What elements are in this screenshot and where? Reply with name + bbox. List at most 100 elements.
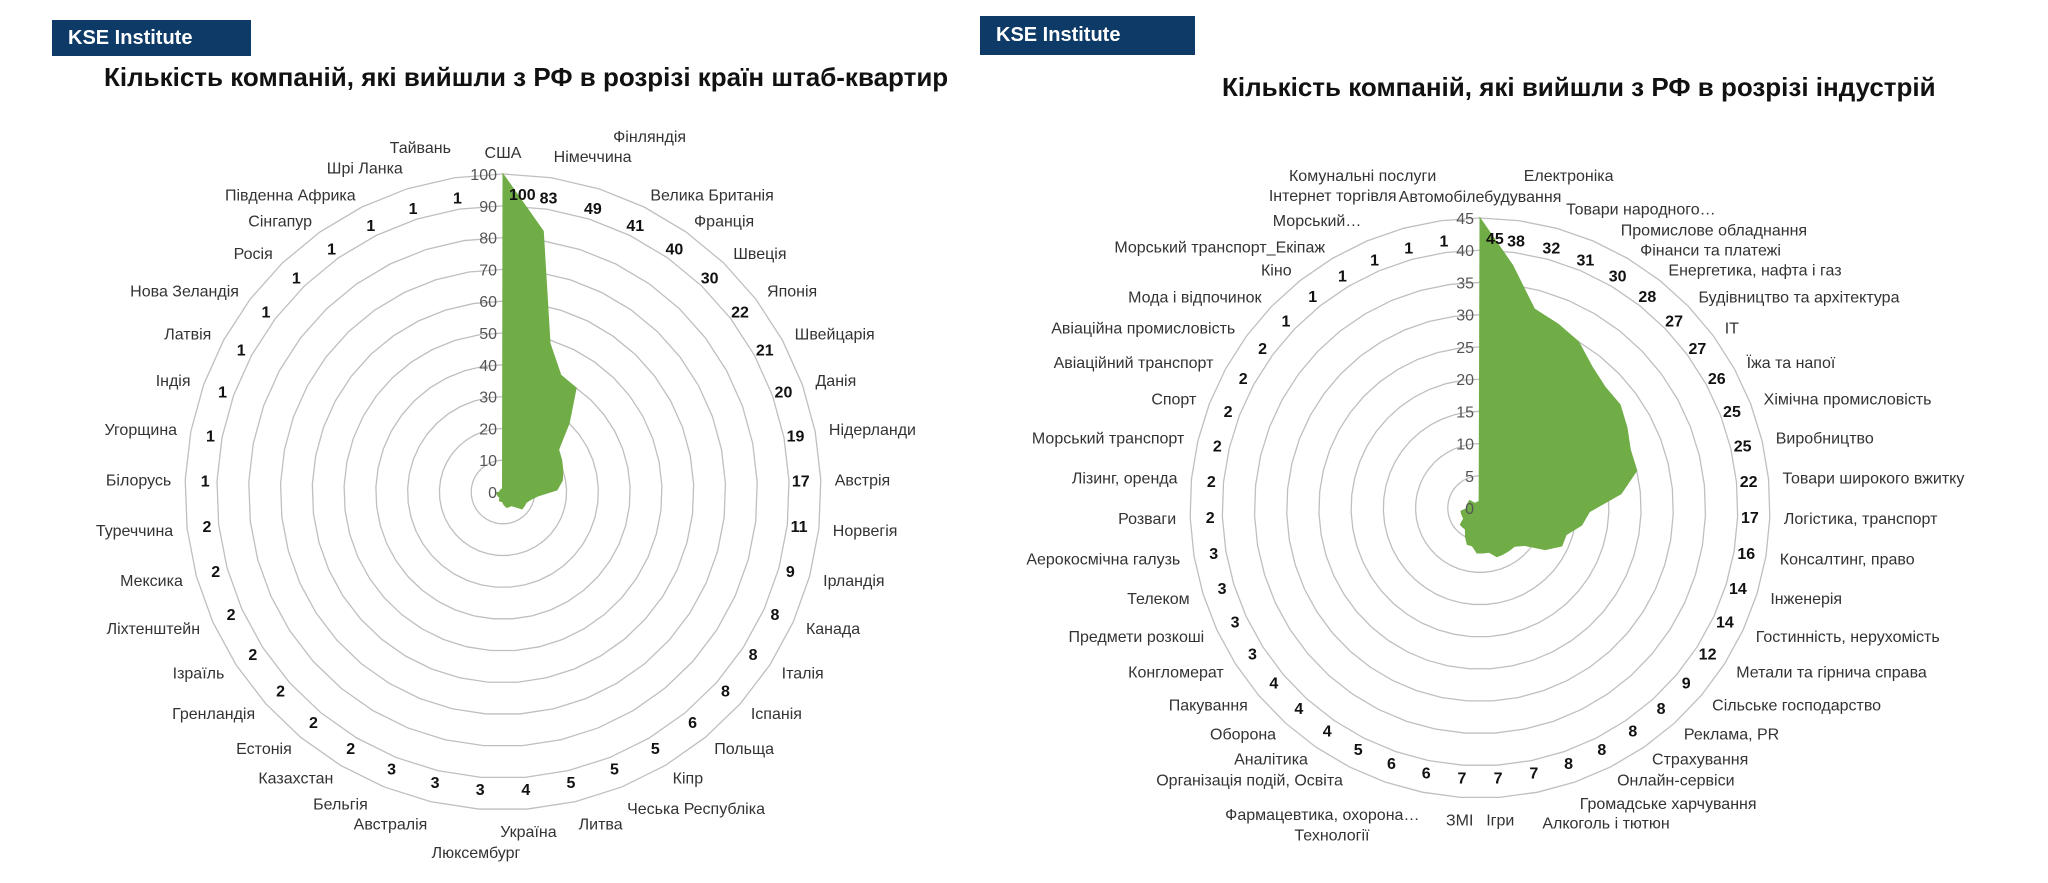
grid-ring: [311, 300, 695, 683]
axis-tick-label: 20: [1456, 372, 1474, 389]
data-label: 22: [731, 304, 749, 321]
grid-ring: [375, 364, 631, 620]
country-label: Італія: [782, 665, 824, 682]
data-label: 28: [1638, 289, 1656, 306]
data-label: 1: [262, 304, 271, 321]
data-area: [1459, 216, 1638, 558]
country-label: Шрі Ланка: [327, 160, 403, 177]
data-label: 14: [1729, 581, 1747, 598]
industry-label: Телеком: [1127, 591, 1190, 608]
data-label: 4: [1294, 701, 1303, 718]
axis-tick-label: 50: [479, 326, 497, 343]
industry-label: Технології: [1294, 827, 1370, 844]
industry-label: Виробництво: [1776, 431, 1874, 448]
country-label: Ліхтенштейн: [107, 621, 200, 638]
data-label: 20: [775, 384, 793, 401]
data-label: 5: [651, 741, 660, 758]
data-label: 3: [387, 761, 396, 778]
country-label: Франція: [694, 213, 754, 230]
country-label: Японія: [767, 284, 817, 301]
data-label: 26: [1708, 371, 1726, 388]
data-label: 8: [1564, 756, 1573, 773]
data-label: 7: [1494, 770, 1503, 787]
industry-label: Ігри: [1486, 812, 1514, 829]
left-chart-title: Кількість компаній, які вийшли з РФ в ро…: [104, 62, 949, 92]
data-label: 100: [509, 187, 536, 204]
industry-label: Їжа та напої: [1747, 354, 1836, 372]
industry-label: Страхування: [1652, 752, 1748, 769]
country-label: Швейцарія: [795, 326, 875, 343]
data-label: 12: [1699, 646, 1717, 663]
grid-ring: [184, 173, 822, 810]
grid-ring: [1286, 314, 1674, 702]
industry-label: Розваги: [1118, 511, 1176, 528]
industry-label: IT: [1725, 321, 1739, 338]
data-label: 30: [701, 270, 719, 287]
country-label: Литва: [579, 816, 623, 833]
country-label: Мексика: [120, 573, 183, 590]
industry-label: Сільське господарство: [1712, 697, 1881, 714]
industry-label: ЗМІ: [1446, 812, 1473, 829]
data-label: 5: [566, 775, 575, 792]
industry-label: Гостинність, нерухомість: [1756, 629, 1940, 646]
data-label: 2: [309, 715, 318, 732]
industry-label: Пакування: [1169, 697, 1248, 714]
data-label: 2: [227, 607, 236, 624]
industry-label: Реклама, PR: [1684, 726, 1779, 743]
grid-ring: [1221, 249, 1739, 766]
data-label: 8: [721, 683, 730, 700]
right-kse-badge: KSE Institute: [980, 16, 1195, 55]
industry-label: Фінанси та платежі: [1640, 242, 1781, 259]
data-label: 2: [248, 647, 257, 664]
industry-label: Аерокосмічна галузь: [1026, 552, 1180, 569]
industry-label: Логістика, транспорт: [1784, 511, 1938, 528]
industry-label: Енергетика, нафта і газ: [1668, 262, 1841, 279]
axis-tick-label: 35: [1456, 275, 1474, 292]
data-label: 21: [756, 343, 774, 360]
country-label: Ізраїль: [173, 665, 225, 682]
data-label: 1: [292, 270, 301, 287]
data-label: 19: [787, 428, 805, 445]
data-label: 2: [1213, 438, 1222, 455]
data-label: 27: [1665, 313, 1683, 330]
industry-label: Інженерія: [1770, 591, 1842, 608]
data-label: 6: [1387, 756, 1396, 773]
data-label: 49: [584, 201, 602, 218]
industry-label: Спорт: [1151, 392, 1197, 409]
data-label: 2: [1224, 404, 1233, 421]
data-label: 3: [1248, 646, 1257, 663]
data-label: 2: [1207, 474, 1216, 491]
industry-label: Оборона: [1210, 726, 1276, 743]
data-label: 25: [1723, 404, 1741, 421]
industry-label: Кіно: [1261, 262, 1292, 279]
data-label: 5: [1354, 742, 1363, 759]
data-label: 38: [1507, 233, 1525, 250]
industry-label: Онлайн-сервіси: [1617, 772, 1734, 789]
grid-ring: [1189, 217, 1771, 799]
country-label: Кіпр: [673, 770, 704, 787]
data-label: 40: [666, 241, 684, 258]
data-label: 11: [791, 519, 808, 536]
country-label: Туреччина: [96, 523, 173, 540]
country-label: Німеччина: [554, 149, 632, 166]
axis-tick-label: 80: [479, 231, 497, 248]
industry-label: Авіаційна промисловість: [1051, 321, 1235, 338]
axis-tick-label: 30: [479, 390, 497, 407]
axis-tick-label: 30: [1456, 308, 1474, 325]
country-label: США: [485, 145, 522, 162]
axis-tick-label: 70: [479, 262, 497, 279]
country-label: Австрія: [835, 472, 890, 489]
data-label: 1: [201, 474, 210, 491]
data-label: 1: [218, 384, 227, 401]
axis-tick-label: 100: [470, 167, 497, 184]
data-label: 1: [1370, 252, 1379, 269]
data-label: 4: [1323, 724, 1332, 741]
data-label: 2: [1239, 371, 1248, 388]
axis-tick-label: 20: [479, 421, 497, 438]
data-label: 2: [203, 519, 212, 536]
data-label: 32: [1542, 241, 1560, 258]
axis-tick-label: 25: [1456, 340, 1474, 357]
data-label: 3: [1218, 581, 1227, 598]
data-label: 5: [610, 761, 619, 778]
